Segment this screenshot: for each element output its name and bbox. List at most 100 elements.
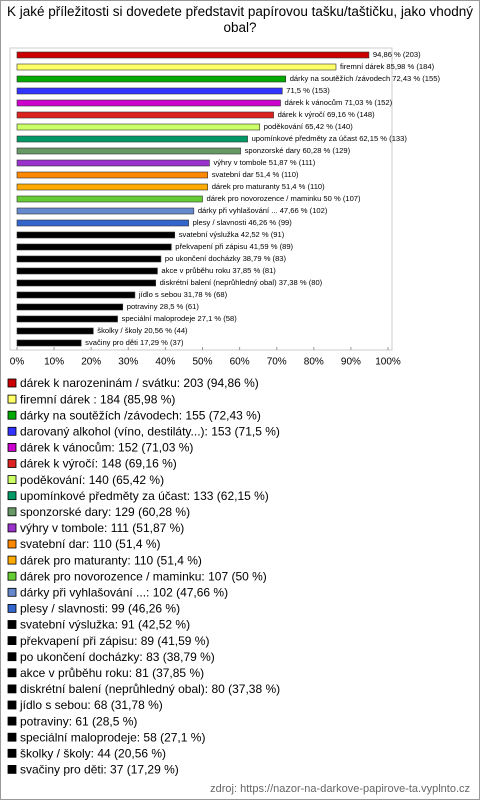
bar: [16, 315, 118, 323]
bar-label: poděkování 65,42 % (140): [264, 122, 354, 131]
legend-swatch: [7, 394, 17, 404]
legend-entry: dárek k vánocům: 152 (71,03 %): [20, 441, 193, 455]
bar: [16, 327, 94, 335]
legend-entry: poděkování: 140 (65,42 %): [20, 473, 164, 487]
legend-swatch: [7, 571, 17, 581]
x-tick-label: 40%: [155, 357, 175, 368]
bar: [16, 51, 370, 59]
x-tick-label: 100%: [375, 357, 401, 368]
legend-entry: po ukončení docházky: 83 (38,79 %): [20, 650, 215, 664]
x-tick-label: 10%: [44, 357, 64, 368]
legend-swatch: [7, 410, 17, 420]
x-tick-label: 0%: [10, 357, 25, 368]
bar: [16, 159, 210, 167]
bar-label: po ukončení docházky 38,79 % (83): [165, 254, 287, 263]
bar: [16, 339, 82, 347]
legend-swatch: [7, 378, 17, 388]
legend-swatch: [7, 442, 17, 452]
bar: [16, 195, 203, 203]
bar: [16, 255, 162, 263]
bar-label: svačiny pro děti 17,29 % (37): [85, 338, 184, 347]
legend-entry: firemní dárek : 184 (85,98 %): [20, 392, 175, 406]
bar-label: jídlo s sebou 31,78 % (68): [138, 290, 228, 299]
bar-label: diskrétní balení (neprůhledný obal) 37,3…: [160, 278, 323, 287]
legend-swatch: [7, 748, 17, 758]
legend-swatch: [7, 716, 17, 726]
bar-label: upomínkové předměty za účast 62,15 % (13…: [252, 134, 408, 143]
legend-swatch: [7, 507, 17, 517]
bar-label: dárek k vánocům 71,03 % (152): [285, 98, 393, 107]
legend-entry: školky / školy: 44 (20,56 %): [20, 746, 166, 760]
legend-swatch: [7, 555, 17, 565]
bar: [16, 291, 136, 299]
bar: [16, 219, 189, 227]
legend-entry: dárky na soutěžích /závodech: 155 (72,43…: [20, 408, 261, 422]
legend-entry: dárek k výročí: 148 (69,16 %): [20, 457, 177, 471]
legend-swatch: [7, 620, 17, 629]
bar: [16, 243, 172, 251]
legend-entry: akce v průběhu roku: 81 (37,85 %): [20, 666, 204, 680]
bar: [16, 267, 158, 275]
legend-entry: překvapení při zápisu: 89 (41,59 %): [20, 634, 209, 648]
bar-label: svatební výslužka 42,52 % (91): [179, 230, 285, 239]
legend-swatch: [7, 459, 17, 468]
legend-swatch: [7, 636, 17, 645]
bar: [16, 63, 337, 71]
chart-title: K jaké příležitosti si dovedete představ…: [6, 4, 473, 35]
bar: [16, 123, 261, 131]
bar-label: překvapení při zápisu 41,59 % (89): [175, 242, 293, 251]
bar-label: firemní dárek 85,98 % (184): [340, 62, 435, 71]
legend-entry: jídlo s sebou: 68 (31,78 %): [19, 698, 163, 712]
bar-label: plesy / slavnosti 46,26 % (99): [193, 218, 293, 227]
bar: [16, 75, 287, 83]
bar-label: speciální maloprodeje 27,1 % (58): [122, 314, 238, 323]
legend-entry: speciální maloprodeje: 58 (27,1 %): [20, 730, 205, 744]
legend-entry: darovaný alkohol (víno, destiláty...): 1…: [20, 424, 280, 438]
bar: [16, 171, 208, 179]
bar-label: dárek k výročí 69,16 % (148): [278, 110, 376, 119]
legend-swatch: [7, 475, 17, 485]
bar: [16, 99, 281, 107]
bar: [16, 207, 195, 215]
legend-entry: výhry v tombole: 111 (51,87 %): [20, 521, 184, 535]
legend-swatch: [7, 604, 17, 613]
legend-swatch: [7, 700, 17, 710]
legend-swatch: [7, 426, 17, 436]
bar-label: sponzorské dary 60,28 % (129): [245, 146, 351, 155]
bar-label: akce v průběhu roku 37,85 % (81): [161, 266, 276, 275]
legend-swatch: [7, 668, 17, 678]
bar: [16, 279, 156, 287]
bar: [16, 303, 124, 311]
x-tick-label: 20%: [81, 357, 101, 368]
legend-entry: dárek pro maturanty: 110 (51,4 %): [20, 553, 202, 567]
bar-label: 94,86 % (203): [373, 50, 421, 59]
legend-entry: svačiny pro děti: 37 (17,29 %): [20, 763, 179, 777]
x-tick-label: 80%: [304, 357, 324, 368]
bar-label: dárek pro maturanty 51,4 % (110): [212, 182, 325, 191]
bar: [16, 87, 283, 95]
bar-label: 71,5 % (153): [286, 86, 330, 95]
bar-label: potraviny 28,5 % (61): [127, 302, 200, 311]
bar-label: dárek pro novorozence / maminku 50 % (10…: [207, 194, 362, 203]
bar-label: dárky při vyhlašování ... 47,66 % (102): [198, 206, 328, 215]
bar: [16, 147, 241, 155]
bar: [16, 135, 248, 143]
legend-entry: dárky při vyhlašování ...: 102 (47,66 %): [20, 585, 228, 599]
x-tick-label: 30%: [118, 357, 138, 368]
legend-swatch: [7, 652, 17, 662]
legend-entry: diskrétní balení (neprůhledný obal): 80 …: [20, 682, 280, 696]
bar: [16, 183, 208, 191]
legend-swatch: [7, 523, 17, 533]
legend-swatch: [7, 587, 17, 597]
legend-entry: svatební dar: 110 (51,4 %): [20, 537, 161, 551]
legend-entry: sponzorské dary: 129 (60,28 %): [20, 505, 190, 519]
legend-entry: potraviny: 61 (28,5 %): [20, 714, 137, 728]
x-tick-label: 60%: [230, 357, 250, 368]
legend-entry: dárek k narozeninám / svátku: 203 (94,86…: [20, 376, 259, 390]
x-tick-label: 90%: [341, 357, 361, 368]
legend-swatch: [7, 684, 17, 694]
legend-swatch: [7, 539, 17, 549]
bar-label: školky / školy 20,56 % (44): [97, 326, 188, 335]
legend-entry: plesy / slavnosti: 99 (46,26 %): [20, 602, 180, 616]
